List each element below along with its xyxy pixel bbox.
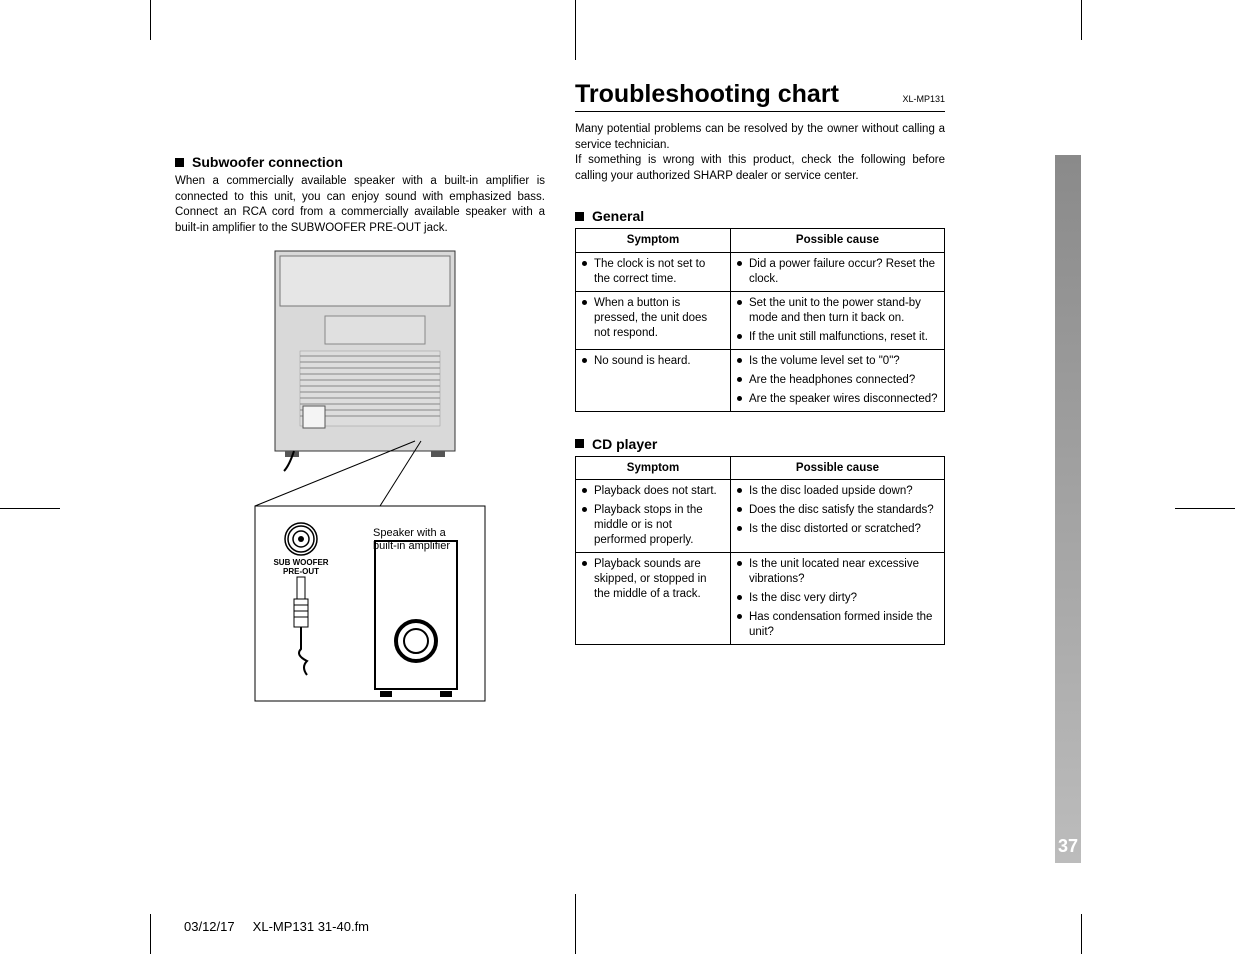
square-bullet-icon [575, 212, 584, 221]
list-item: Is the disc loaded upside down? [737, 484, 938, 499]
jack-label-1: SUB WOOFER [273, 558, 328, 567]
square-bullet-icon [575, 439, 584, 448]
symptom-cell: Playback does not start. Playback stops i… [576, 480, 731, 553]
list-item: Are the speaker wires disconnected? [737, 392, 938, 407]
list-item: Did a power failure occur? Reset the clo… [737, 257, 938, 287]
subwoofer-body: When a commercially available speaker wi… [175, 174, 545, 236]
th-symptom: Symptom [576, 456, 731, 480]
crop-mark [1081, 0, 1082, 40]
side-tab-label: References [1079, 545, 1097, 631]
page-number: 37 [1058, 836, 1078, 857]
crop-mark [575, 0, 576, 60]
th-cause: Possible cause [730, 456, 944, 480]
crop-mark [0, 508, 60, 509]
section-heading-cdplayer: CD player [575, 436, 945, 452]
list-item: No sound is heard. [582, 354, 724, 369]
table-row: Playback does not start. Playback stops i… [576, 480, 945, 553]
general-table: Symptom Possible cause The clock is not … [575, 228, 945, 411]
th-cause: Possible cause [730, 229, 944, 253]
list-item: Has condensation formed inside the unit? [737, 610, 938, 640]
heading-text: CD player [592, 436, 657, 452]
crop-mark [150, 914, 151, 954]
cause-cell: Did a power failure occur? Reset the clo… [730, 253, 944, 292]
list-item: Set the unit to the power stand-by mode … [737, 296, 938, 326]
intro-text-2: If something is wrong with this product,… [575, 153, 945, 184]
crop-mark [1175, 508, 1235, 509]
list-item: Is the volume level set to "0"? [737, 354, 938, 369]
section-heading-general: General [575, 208, 945, 224]
table-row: Playback sounds are skipped, or stopped … [576, 553, 945, 645]
list-item: Playback stops in the middle or is not p… [582, 503, 724, 548]
list-item: Is the disc very dirty? [737, 591, 938, 606]
list-item: Does the disc satisfy the standards? [737, 503, 938, 518]
general-tbody: The clock is not set to the correct time… [576, 253, 945, 412]
heading-text: General [592, 208, 644, 224]
list-item: Are the headphones connected? [737, 373, 938, 388]
square-bullet-icon [175, 158, 184, 167]
symptom-cell: Playback sounds are skipped, or stopped … [576, 553, 731, 645]
page-content: Subwoofer connection When a commercially… [175, 80, 1055, 706]
subwoofer-diagram: SUB WOOFER PRE-OUT [175, 246, 545, 706]
speaker-label-1: Speaker with a [373, 527, 447, 539]
table-row: No sound is heard. Is the volume level se… [576, 349, 945, 411]
title-rule [575, 111, 945, 112]
list-item: The clock is not set to the correct time… [582, 257, 724, 287]
side-tab: References 37 [1055, 155, 1081, 863]
crop-mark [150, 0, 151, 40]
crop-mark [575, 894, 576, 954]
th-symptom: Symptom [576, 229, 731, 253]
cause-cell: Is the volume level set to "0"? Are the h… [730, 349, 944, 411]
model-number: XL-MP131 [902, 94, 945, 104]
list-item: Is the disc distorted or scratched? [737, 522, 938, 537]
cause-cell: Is the unit located near excessive vibra… [730, 553, 944, 645]
heading-text: Subwoofer connection [192, 154, 343, 170]
intro-text-1: Many potential problems can be resolved … [575, 122, 945, 153]
footer-date: 03/12/17 [184, 919, 235, 934]
cdplayer-table: Symptom Possible cause Playback does not… [575, 456, 945, 645]
cause-cell: Is the disc loaded upside down? Does the … [730, 480, 944, 553]
cdplayer-tbody: Playback does not start. Playback stops i… [576, 480, 945, 644]
footer: 03/12/17 XL-MP131 31-40.fm [184, 919, 369, 934]
list-item: Playback sounds are skipped, or stopped … [582, 557, 724, 602]
crop-mark [1081, 914, 1082, 954]
left-column: Subwoofer connection When a commercially… [175, 80, 545, 706]
symptom-cell: No sound is heard. [576, 349, 731, 411]
symptom-cell: The clock is not set to the correct time… [576, 253, 731, 292]
table-row: The clock is not set to the correct time… [576, 253, 945, 292]
speaker-label-2: built-in amplifier [373, 540, 450, 552]
jack-label-2: PRE-OUT [283, 567, 319, 576]
symptom-cell: When a button is pressed, the unit does … [576, 291, 731, 349]
list-item: If the unit still malfunctions, reset it… [737, 330, 938, 345]
list-item: Playback does not start. [582, 484, 724, 499]
footer-file: XL-MP131 31-40.fm [253, 919, 369, 934]
section-heading-subwoofer: Subwoofer connection [175, 154, 545, 170]
table-row: When a button is pressed, the unit does … [576, 291, 945, 349]
cause-cell: Set the unit to the power stand-by mode … [730, 291, 944, 349]
page-title: Troubleshooting chart [575, 80, 945, 109]
right-column: XL-MP131 Troubleshooting chart Many pote… [575, 80, 945, 706]
list-item: When a button is pressed, the unit does … [582, 296, 724, 341]
list-item: Is the unit located near excessive vibra… [737, 557, 938, 587]
